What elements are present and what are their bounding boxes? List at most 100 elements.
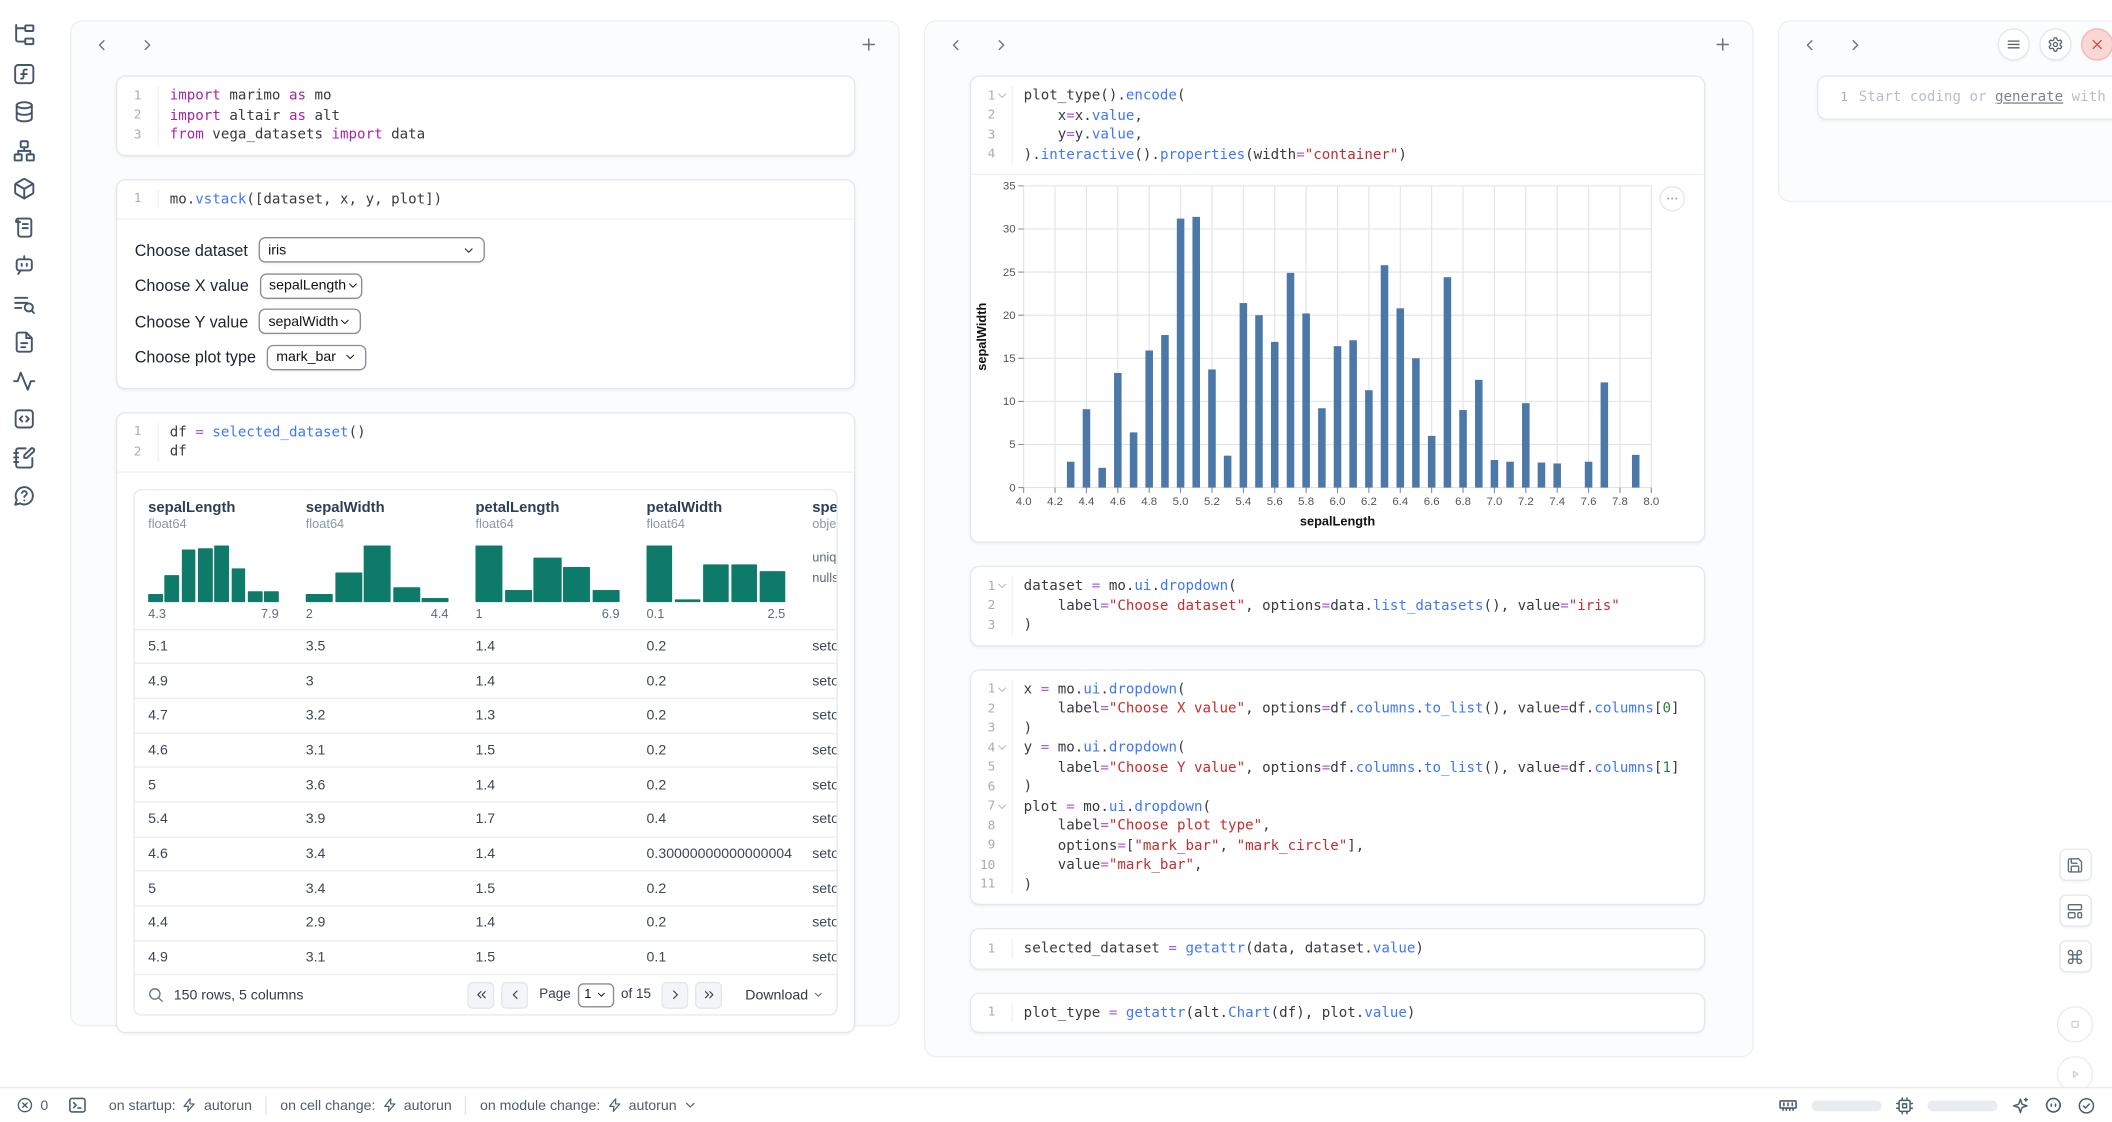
control-label: Choose X value: [135, 276, 249, 295]
select-value: iris: [268, 242, 286, 258]
generate-link[interactable]: generate: [1995, 89, 2063, 105]
collapse-left-button[interactable]: [943, 32, 967, 56]
code-content: df = selected_dataset()df: [159, 422, 854, 461]
sparkles-icon[interactable]: [2011, 1096, 2030, 1115]
collapse-left-button[interactable]: [1797, 32, 1821, 56]
fold-chevron-icon[interactable]: [995, 683, 1008, 695]
code-editor[interactable]: 12df = selected_dataset()df: [117, 413, 854, 471]
column-header-sepalWidth[interactable]: sepalWidthfloat6424.4: [292, 490, 462, 629]
add-cell-button[interactable]: [1711, 32, 1735, 56]
close-button[interactable]: [2081, 28, 2112, 60]
bot-icon[interactable]: [12, 253, 36, 277]
copilot-icon[interactable]: [2043, 1095, 2063, 1115]
setting-value: autorun: [404, 1097, 452, 1113]
setting-label: on module change:: [480, 1097, 600, 1113]
notebook-cell-plot: 1234plot_type().encode( x=x.value, y=y.v…: [970, 75, 1705, 542]
workflow-icon[interactable]: [12, 138, 36, 162]
choose-dataset-select[interactable]: iris: [259, 237, 485, 263]
chevron-left-icon: [946, 36, 964, 54]
save-button[interactable]: [2059, 849, 2091, 881]
code-content: plot_type = getattr(alt.Chart(df), plot.…: [1013, 1003, 1704, 1023]
list-search-icon[interactable]: [12, 292, 36, 316]
add-cell-button[interactable]: [857, 32, 881, 56]
column-header-sepalLength[interactable]: sepalLengthfloat644.37.9: [135, 490, 293, 629]
errors-indicator[interactable]: 0: [16, 1096, 48, 1114]
column-dtype: float64: [148, 517, 279, 532]
column-header-petalWidth[interactable]: petalWidthfloat640.12.5: [633, 490, 799, 629]
code-editor[interactable]: 123import marimo as moimport altair as a…: [117, 77, 854, 154]
settings-button[interactable]: [2039, 28, 2071, 60]
terminal-button[interactable]: [67, 1095, 87, 1115]
code-editor[interactable]: 123dataset = mo.ui.dropdown( label="Choo…: [971, 567, 1704, 644]
command-palette-button[interactable]: [2059, 940, 2091, 972]
file-tree-icon[interactable]: [12, 23, 36, 47]
last-page-button[interactable]: [695, 982, 722, 1009]
page-select[interactable]: 1: [578, 983, 615, 1007]
table-cell: setosa: [799, 673, 837, 689]
code-editor[interactable]: 1selected_dataset = getattr(data, datase…: [971, 929, 1704, 967]
fold-chevron-icon[interactable]: [995, 742, 1008, 754]
close-icon: [2089, 36, 2105, 52]
cpu-meter: [1927, 1100, 1997, 1111]
code-editor[interactable]: 1mo.vstack([dataset, x, y, plot]): [117, 180, 854, 218]
code-editor[interactable]: 1234plot_type().encode( x=x.value, y=y.v…: [971, 77, 1704, 174]
cell-output: 4.04.24.44.64.85.05.25.45.65.86.06.26.46…: [971, 174, 1704, 542]
database-icon[interactable]: [12, 100, 36, 124]
column-header-species[interactable]: speciesobjectunique:nulls:: [799, 490, 837, 629]
code-square-icon[interactable]: [12, 407, 36, 431]
layout-button[interactable]: [2059, 894, 2091, 926]
line-number: 1: [1818, 88, 1858, 108]
notebook-cell-dataframe: 12df = selected_dataset()df sepalLengthf…: [116, 411, 855, 1033]
column-dtype: float64: [647, 517, 786, 532]
notebook-pen-icon[interactable]: [12, 445, 36, 469]
code-editor[interactable]: 1234567891011x = mo.ui.dropdown( label="…: [971, 670, 1704, 904]
check-circle-icon[interactable]: [2077, 1096, 2096, 1115]
chevron-down-icon: [683, 1098, 698, 1113]
help-circle-icon[interactable]: [12, 484, 36, 508]
on-cell-change-setting[interactable]: on cell change: autorun: [280, 1097, 451, 1113]
fold-chevron-icon[interactable]: [995, 90, 1008, 102]
fold-chevron-icon[interactable]: [995, 580, 1008, 592]
menu-button[interactable]: [1998, 28, 2030, 60]
download-button[interactable]: Download: [745, 987, 824, 1003]
next-page-button[interactable]: [662, 982, 689, 1009]
column-dtype: float64: [475, 517, 619, 532]
prev-page-button[interactable]: [502, 982, 529, 1009]
svg-text:5: 5: [1009, 439, 1015, 451]
table-cell: 1.4: [462, 846, 633, 862]
column-header-petalLength[interactable]: petalLengthfloat6416.9: [462, 490, 633, 629]
scroll-text-icon[interactable]: [12, 215, 36, 239]
code-editor[interactable]: 1plot_type = getattr(alt.Chart(df), plot…: [971, 993, 1704, 1031]
search-icon[interactable]: [147, 986, 165, 1004]
activity-icon[interactable]: [12, 368, 36, 392]
choose-y-value-select[interactable]: sepalWidth: [259, 308, 361, 334]
collapse-left-button[interactable]: [89, 32, 113, 56]
table-cell: setosa: [799, 742, 837, 758]
altair-bar-chart[interactable]: 4.04.24.44.64.85.05.25.45.65.86.06.26.46…: [971, 178, 1704, 534]
table-cell: 3.6: [292, 777, 462, 793]
fold-chevron-icon[interactable]: [995, 800, 1008, 812]
choose-plot-type-select[interactable]: mark_bar: [267, 344, 367, 370]
file-text-icon[interactable]: [12, 330, 36, 354]
function-square-icon[interactable]: [12, 61, 36, 85]
collapse-right-button[interactable]: [135, 32, 159, 56]
package-icon[interactable]: [12, 176, 36, 200]
chart-actions-button[interactable]: [1659, 186, 1685, 212]
ai-code-editor[interactable]: 1 Start coding or generate with AI: [1817, 75, 2112, 119]
save-icon: [2066, 856, 2084, 874]
first-page-button[interactable]: [468, 982, 495, 1009]
collapse-right-button[interactable]: [1843, 32, 1867, 56]
svg-text:6.0: 6.0: [1330, 496, 1346, 508]
layout-icon: [2066, 902, 2084, 920]
table-cell: 4.9: [135, 673, 293, 689]
errors-count: 0: [40, 1097, 48, 1113]
choose-x-value-select[interactable]: sepalLength: [260, 273, 362, 299]
table-cell: 5: [135, 777, 293, 793]
stop-button[interactable]: [2057, 1006, 2093, 1042]
on-startup-setting[interactable]: on startup: autorun: [109, 1097, 252, 1113]
zap-icon: [182, 1098, 197, 1113]
table-cell: 1.5: [462, 742, 633, 758]
table-cell: setosa: [799, 846, 837, 862]
collapse-right-button[interactable]: [989, 32, 1013, 56]
on-module-change-setting[interactable]: on module change: autorun: [480, 1097, 698, 1113]
